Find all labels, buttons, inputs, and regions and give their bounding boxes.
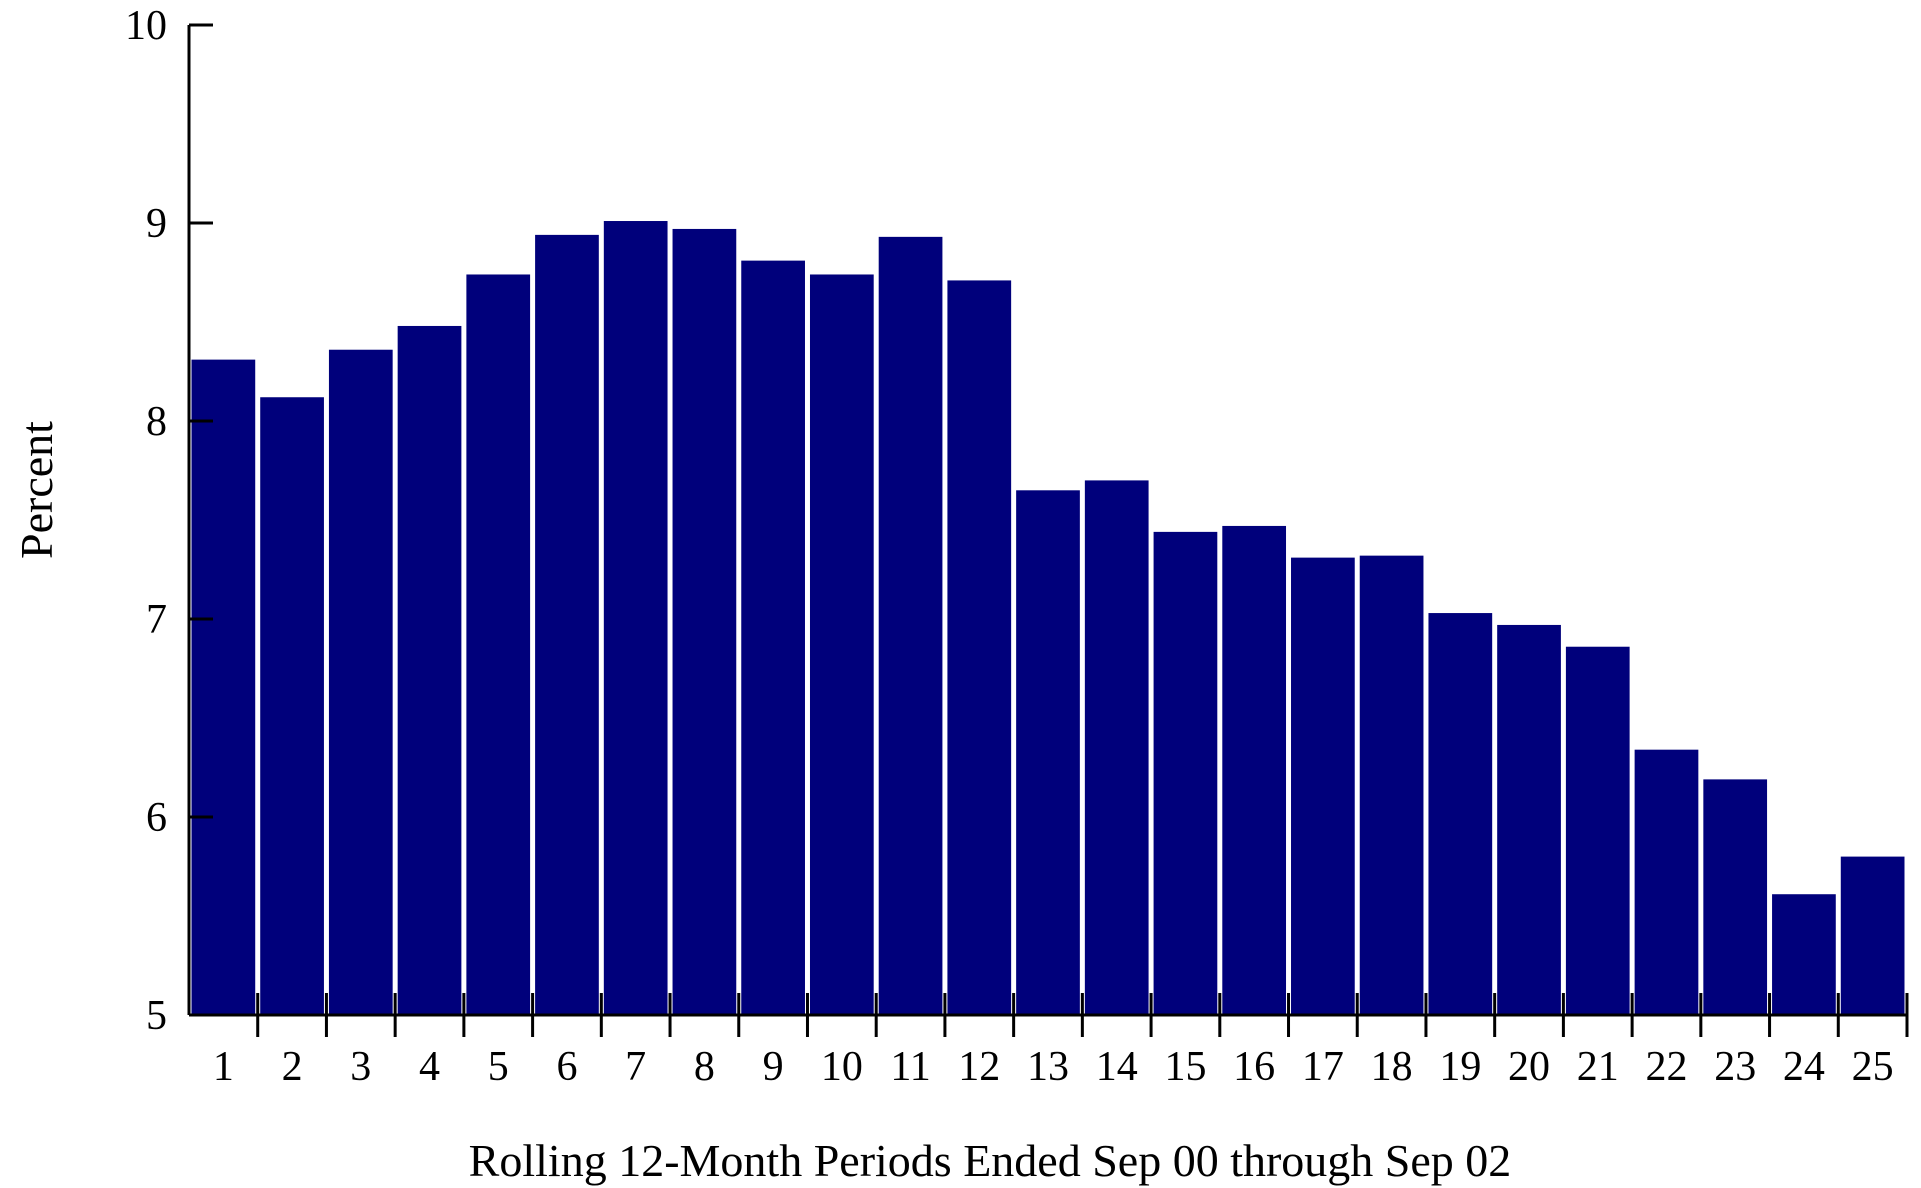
bar-25 [1840, 856, 1905, 1015]
bar-2 [260, 397, 324, 1015]
bar-18 [1359, 555, 1424, 1015]
x-tick-label: 20 [1508, 1044, 1550, 1090]
x-tick-label: 17 [1302, 1044, 1344, 1090]
x-tick-label: 22 [1645, 1044, 1687, 1090]
y-tick-label: 7 [146, 597, 167, 643]
bar-5 [466, 274, 531, 1016]
x-tick-label: 5 [488, 1044, 509, 1090]
x-tick-label: 8 [694, 1044, 715, 1090]
bar-3 [328, 349, 393, 1016]
bar-8 [672, 228, 737, 1015]
x-tick-label: 9 [763, 1044, 784, 1090]
y-ticks: 5 6 7 8 9 10 [125, 3, 213, 1039]
x-tick-label: 1 [213, 1044, 234, 1090]
x-tick-label: 10 [821, 1044, 863, 1090]
x-ticks: 1 2 3 4 5 6 7 8 9 10 11 12 13 14 15 16 17 18 19 20 21 22 23 24 2… [213, 993, 1909, 1090]
bar-16 [1222, 525, 1287, 1015]
y-tick-label: 9 [146, 201, 167, 247]
bar-13 [1016, 490, 1080, 1015]
axes-layer [187, 25, 1907, 1017]
x-tick-label: 14 [1096, 1044, 1138, 1090]
bar-20 [1497, 624, 1561, 1015]
x-tick-label: 4 [419, 1044, 440, 1090]
x-tick-label: 24 [1783, 1044, 1825, 1090]
y-tick-label: 5 [146, 993, 167, 1039]
x-tick-label: 2 [282, 1044, 303, 1090]
bar-4 [397, 325, 462, 1016]
x-tick-label: 6 [556, 1044, 577, 1090]
y-tick-label: 6 [146, 795, 167, 841]
bar-11 [878, 236, 943, 1016]
x-tick-label: 16 [1233, 1044, 1275, 1090]
x-tick-label: 7 [625, 1044, 646, 1090]
x-axis-title: Rolling 12-Month Periods Ended Sep 00 th… [469, 1135, 1512, 1186]
bar-21 [1565, 646, 1630, 1015]
y-tick-label: 10 [125, 3, 167, 49]
x-tick-label: 3 [350, 1044, 371, 1090]
x-tick-label: 19 [1439, 1044, 1481, 1090]
bar-1 [191, 359, 256, 1015]
bar-15 [1153, 531, 1218, 1015]
x-tick-label: 11 [890, 1044, 930, 1090]
bar-12 [947, 280, 1012, 1015]
bar-14 [1084, 480, 1149, 1015]
bar-9 [741, 260, 805, 1015]
x-tick-label: 18 [1371, 1044, 1413, 1090]
x-tick-label: 21 [1577, 1044, 1619, 1090]
bar-24 [1772, 894, 1836, 1015]
x-tick-label: 23 [1714, 1044, 1756, 1090]
bar-7 [603, 221, 668, 1015]
y-tick-label: 8 [146, 399, 167, 445]
x-tick-label: 13 [1027, 1044, 1069, 1090]
bar-10 [809, 274, 874, 1016]
bar-19 [1428, 613, 1493, 1015]
x-tick-label: 25 [1852, 1044, 1894, 1090]
bar-23 [1703, 779, 1768, 1015]
bars-layer [191, 221, 1905, 1016]
bar-6 [535, 234, 599, 1015]
x-tick-label: 15 [1164, 1044, 1206, 1090]
y-axis-title: Percent [11, 421, 62, 559]
x-tick-label: 12 [958, 1044, 1000, 1090]
bar-22 [1634, 749, 1699, 1015]
bar-17 [1291, 557, 1355, 1015]
